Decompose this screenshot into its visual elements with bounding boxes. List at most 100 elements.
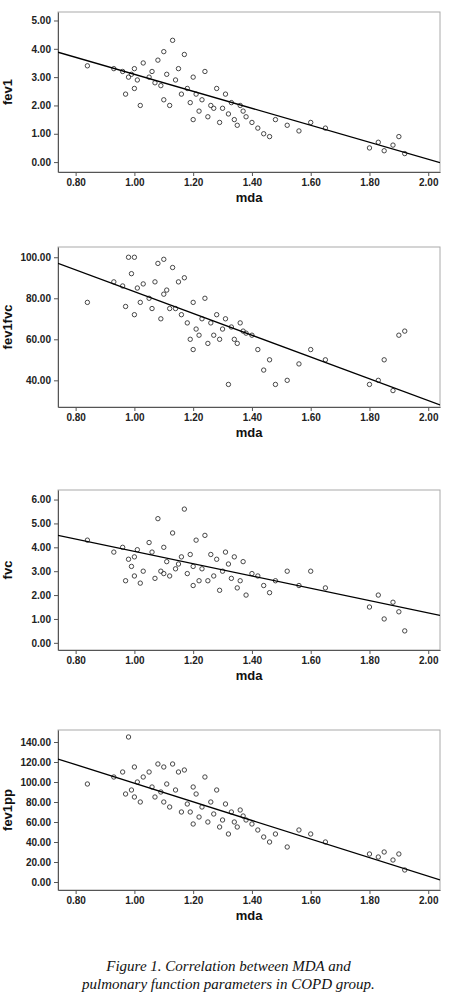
x-tick-mark	[193, 650, 194, 654]
y-tick-label: 0.00	[32, 157, 52, 168]
x-tick-mark	[252, 407, 253, 411]
x-tick: 2.00	[419, 650, 439, 666]
y-tick: 120.00	[20, 757, 58, 768]
y-tick-label: 1.00	[32, 128, 52, 139]
point	[191, 75, 195, 79]
x-tick-label: 1.00	[125, 412, 145, 423]
y-axis: 40.0060.0080.00100.00	[20, 248, 58, 408]
point	[167, 574, 171, 578]
point	[179, 810, 183, 814]
y-tick-mark	[54, 380, 58, 381]
y-tick: 1.00	[32, 614, 58, 625]
x-tick-label: 1.60	[301, 412, 321, 423]
point	[138, 103, 142, 107]
y-tick-label: 2.00	[32, 100, 52, 111]
panel: 0.801.001.201.401.601.802.000.001.002.00…	[0, 12, 441, 205]
y-tick: 40.00	[26, 837, 58, 848]
point	[397, 333, 401, 337]
y-tick-label: 140.00	[20, 737, 51, 748]
y-tick: 1.00	[32, 128, 58, 139]
y-tick: 3.00	[32, 72, 58, 83]
point	[165, 72, 169, 76]
x-tick-mark	[311, 407, 312, 411]
point	[367, 605, 371, 609]
point	[223, 92, 227, 96]
point	[212, 812, 216, 816]
point	[123, 579, 127, 583]
point	[191, 785, 195, 789]
point	[241, 109, 245, 113]
point	[238, 579, 242, 583]
point	[212, 333, 216, 337]
point	[229, 576, 233, 580]
y-tick-label: 100.00	[20, 777, 51, 788]
x-axis: 0.801.001.201.401.601.802.00	[59, 172, 441, 188]
point	[367, 382, 371, 386]
x-tick: 1.80	[360, 890, 380, 906]
point	[194, 327, 198, 331]
x-tick-mark	[428, 172, 429, 176]
point	[156, 261, 160, 265]
point	[235, 341, 239, 345]
y-tick: 0.00	[32, 877, 58, 888]
point	[209, 800, 213, 804]
point	[170, 531, 174, 535]
y-tick-mark	[54, 842, 58, 843]
x-tick-mark	[252, 172, 253, 176]
point	[403, 629, 407, 633]
y-tick-label: 4.00	[32, 44, 52, 55]
x-tick-mark	[134, 407, 135, 411]
x-tick-label: 2.00	[419, 655, 439, 666]
x-tick: 1.60	[301, 650, 321, 666]
y-tick: 4.00	[32, 44, 58, 55]
point	[397, 134, 401, 138]
fit-line	[58, 535, 440, 615]
point	[132, 574, 136, 578]
y-axis-line	[58, 491, 59, 651]
x-tick: 1.60	[301, 172, 321, 188]
y-tick-mark	[54, 802, 58, 803]
point	[267, 590, 271, 594]
y-tick: 80.00	[26, 797, 58, 808]
x-tick-mark	[193, 172, 194, 176]
panel: 0.801.001.201.401.601.802.000.0020.0040.…	[0, 730, 441, 923]
y-tick-label: 0.00	[32, 877, 52, 888]
x-tick-label: 0.80	[66, 412, 86, 423]
point	[267, 358, 271, 362]
x-tick: 1.00	[125, 890, 145, 906]
y-tick: 3.00	[32, 566, 58, 577]
x-tick-mark	[193, 890, 194, 894]
point	[126, 735, 130, 739]
x-tick-label: 2.00	[419, 177, 439, 188]
point	[123, 304, 127, 308]
point	[162, 800, 166, 804]
x-tick-label: 1.40	[243, 895, 263, 906]
point	[150, 306, 154, 310]
point	[132, 555, 136, 559]
y-tick-mark	[54, 742, 58, 743]
point	[188, 552, 192, 556]
point	[156, 762, 160, 766]
point	[191, 583, 195, 587]
x-axis-line	[59, 890, 441, 891]
point	[156, 58, 160, 62]
y-tick-mark	[54, 257, 58, 258]
point	[141, 61, 145, 65]
point	[391, 858, 395, 862]
y-tick-label: 6.00	[32, 494, 52, 505]
x-tick: 1.40	[243, 172, 263, 188]
point	[165, 288, 169, 292]
x-axis-title: mda	[236, 425, 264, 440]
point	[250, 120, 254, 124]
point	[176, 770, 180, 774]
point	[138, 800, 142, 804]
point	[179, 312, 183, 316]
x-tick-label: 0.80	[66, 655, 86, 666]
x-tick-mark	[369, 650, 370, 654]
point	[179, 92, 183, 96]
x-tick-mark	[428, 650, 429, 654]
point	[217, 120, 221, 124]
point	[197, 815, 201, 819]
point	[285, 845, 289, 849]
x-axis-line	[59, 407, 441, 408]
